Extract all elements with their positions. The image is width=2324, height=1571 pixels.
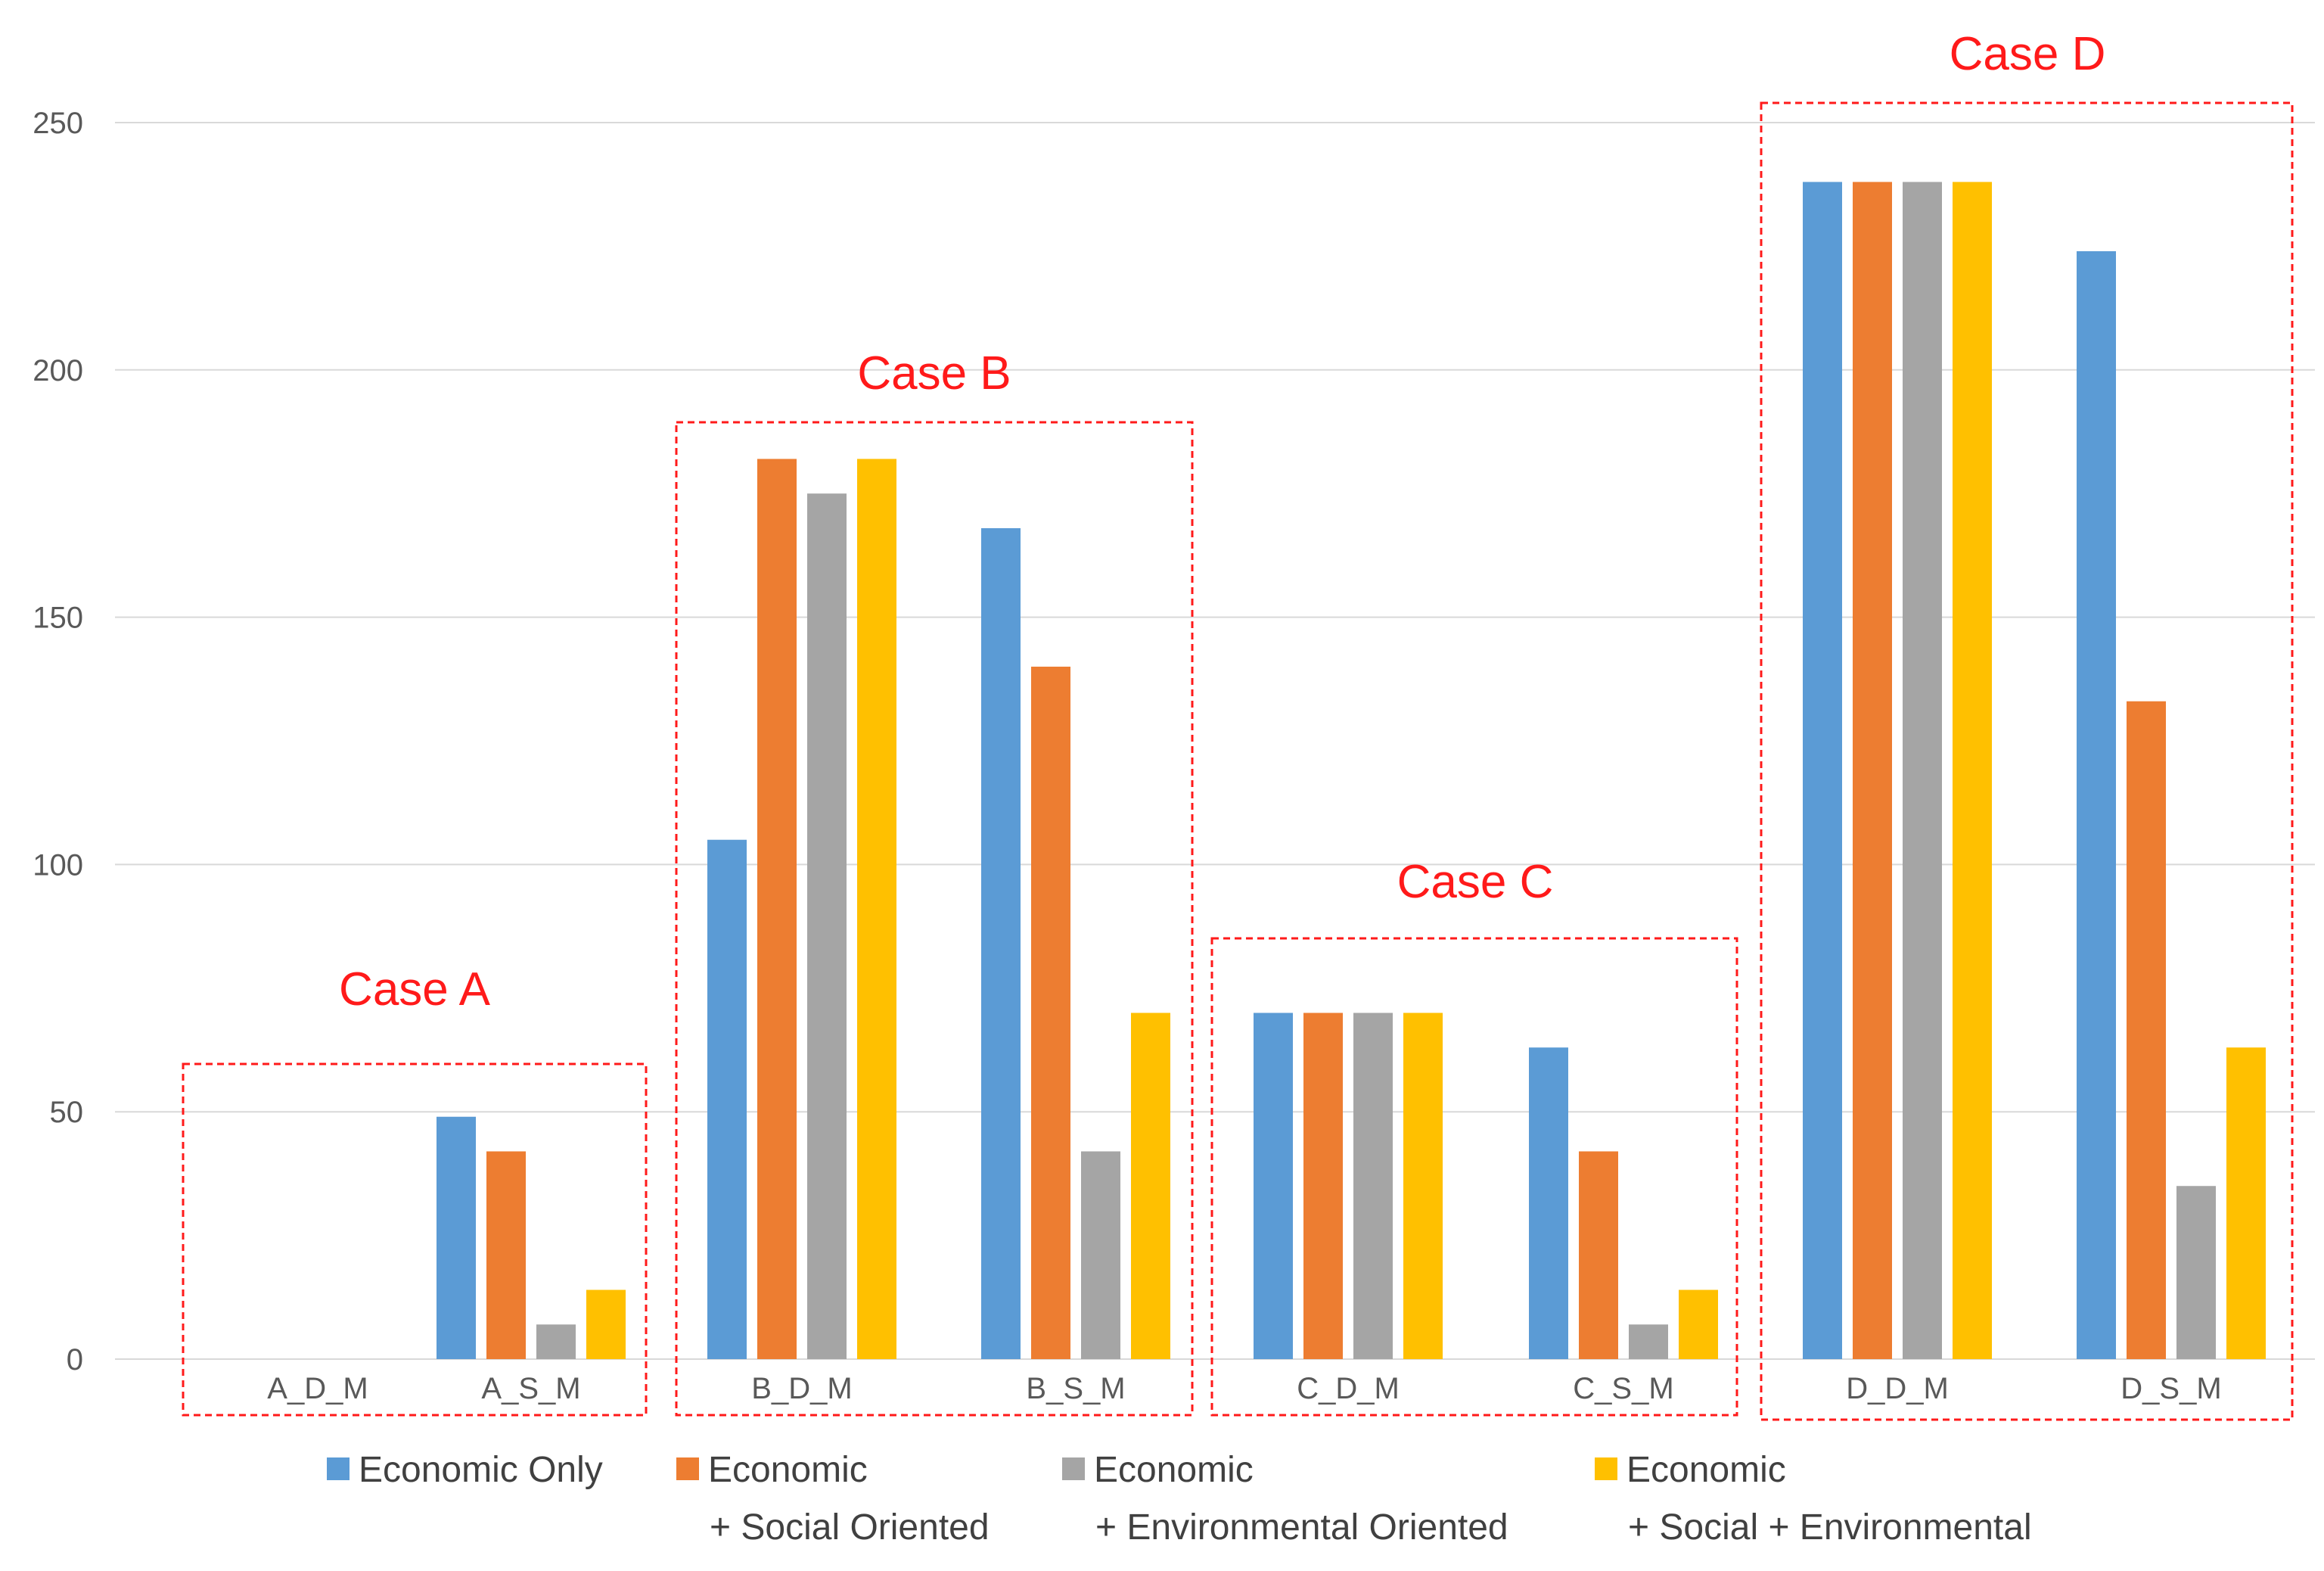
category-label-a-s-m: A_S_M: [481, 1372, 580, 1405]
bar-b-s-m-series-3: [1081, 1151, 1120, 1359]
legend-swatch-3: [1062, 1457, 1085, 1480]
bar-b-d-m-series-4: [857, 459, 896, 1359]
bar-b-s-m-series-2: [1031, 666, 1070, 1359]
bar-b-d-m-series-1: [707, 839, 747, 1359]
y-tick-label-250: 250: [33, 107, 83, 140]
bar-d-s-m-series-4: [2226, 1047, 2266, 1359]
case-box-case-d: [1760, 101, 2294, 1421]
bar-c-s-m-series-2: [1579, 1151, 1618, 1359]
bar-c-s-m-series-4: [1679, 1289, 1718, 1359]
category-label-a-d-m: A_D_M: [267, 1372, 368, 1405]
category-label-c-d-m: C_D_M: [1297, 1372, 1400, 1405]
x-axis-category-labels: A_D_M A_S_M B_D_M B_S_M C_D_M C_S_M D_D_M D_S_M: [267, 1372, 2221, 1405]
case-box-case-a: [182, 1062, 648, 1417]
bar-a-s-m-series-2: [486, 1151, 526, 1359]
bar-a-s-m-series-4: [586, 1289, 626, 1359]
bar-b-s-m-series-4: [1131, 1013, 1170, 1359]
case-label-case-c: Case C: [1397, 856, 1554, 908]
legend-label-2-line-1: Economic: [708, 1450, 868, 1490]
bar-c-d-m-series-1: [1254, 1013, 1293, 1359]
bar-b-d-m-series-2: [757, 459, 797, 1359]
legend: Economic Only Economic + Social Oriented Ec…: [327, 1450, 2032, 1548]
bar-c-d-m-series-2: [1303, 1013, 1343, 1359]
legend-swatch-2: [676, 1457, 699, 1480]
legend-label-3-line-2: + Environmental Oriented: [1095, 1507, 1508, 1548]
case-label-case-d: Case D: [1950, 28, 2106, 80]
legend-label-4-line-1: Economic: [1626, 1450, 1786, 1490]
bar-c-s-m-series-1: [1529, 1047, 1568, 1359]
legend-label-1-line-1: Economic Only: [359, 1450, 603, 1490]
y-tick-label-200: 200: [33, 354, 83, 387]
case-label-case-b: Case B: [857, 347, 1011, 400]
bar-d-s-m-series-1: [2077, 250, 2116, 1359]
bar-c-s-m-series-3: [1629, 1324, 1668, 1359]
bar-b-d-m-series-3: [807, 493, 847, 1360]
bar-d-d-m-series-3: [1903, 182, 1942, 1359]
y-tick-label-50: 50: [50, 1096, 84, 1129]
bar-d-s-m-series-3: [2176, 1186, 2216, 1359]
category-label-b-d-m: B_D_M: [751, 1372, 852, 1405]
category-label-c-s-m: C_S_M: [1573, 1372, 1673, 1405]
bar-c-d-m-series-3: [1353, 1013, 1393, 1359]
grid: [115, 122, 2315, 1360]
legend-swatch-4: [1595, 1457, 1617, 1480]
bar-a-s-m-series-3: [536, 1324, 576, 1359]
y-tick-label-0: 0: [67, 1343, 83, 1377]
case-box-case-b: [675, 421, 1194, 1417]
bar-b-s-m-series-1: [981, 527, 1021, 1359]
legend-label-4-line-2: + Social + Environmental: [1628, 1507, 2032, 1548]
bar-d-s-m-series-2: [2127, 701, 2166, 1359]
legend-label-2-line-2: + Social Oriented: [710, 1507, 990, 1548]
bar-d-d-m-series-1: [1803, 182, 1842, 1359]
case-annotations: Case A Case B Case C Case D: [182, 28, 2294, 1421]
bar-d-d-m-series-2: [1853, 182, 1892, 1359]
y-tick-label-100: 100: [33, 848, 83, 882]
bars: [437, 182, 2266, 1360]
y-axis-ticks: 0 50 100 150 200 250: [33, 107, 83, 1377]
category-label-d-d-m: D_D_M: [1846, 1372, 1949, 1405]
category-label-d-s-m: D_S_M: [2120, 1372, 2221, 1405]
y-tick-label-150: 150: [33, 602, 83, 635]
bar-a-s-m-series-1: [437, 1116, 476, 1359]
case-label-case-a: Case A: [339, 963, 491, 1016]
bar-d-d-m-series-4: [1953, 182, 1992, 1359]
bar-c-d-m-series-4: [1403, 1013, 1443, 1359]
category-label-b-s-m: B_S_M: [1026, 1372, 1125, 1405]
legend-swatch-1: [327, 1457, 350, 1480]
legend-label-3-line-1: Economic: [1094, 1450, 1254, 1490]
case-box-case-c: [1210, 937, 1738, 1417]
